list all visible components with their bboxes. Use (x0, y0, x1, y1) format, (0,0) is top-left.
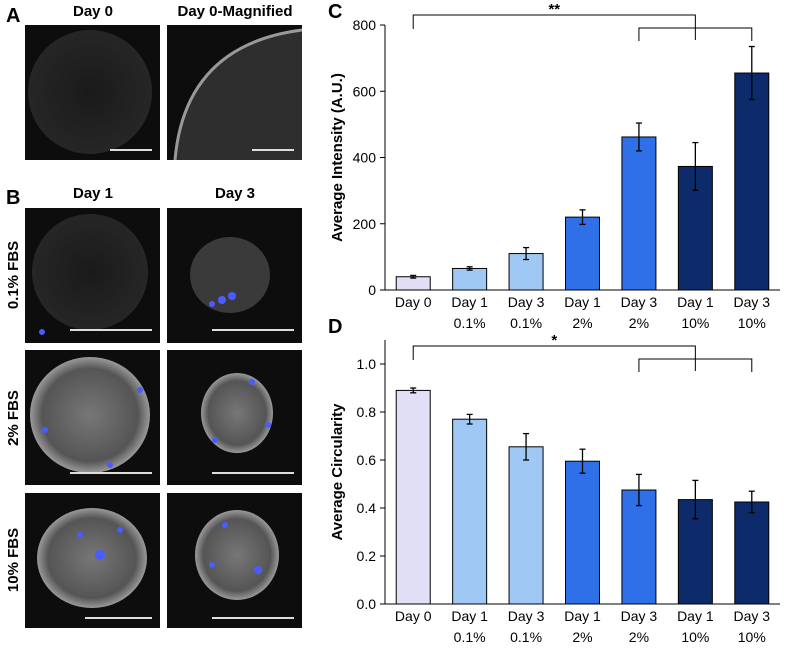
significance-bracket (638, 27, 753, 41)
significance-label: ** (548, 1, 560, 18)
bar (508, 446, 544, 605)
x-tick-label: 0.1% (454, 629, 486, 645)
y-axis-label: Average Circularity (329, 403, 346, 541)
x-tick-label: Day 0 (395, 608, 432, 624)
x-tick-label: Day 1 (677, 608, 714, 624)
bar (565, 216, 600, 291)
y-tick-label: 600 (353, 83, 377, 99)
micrograph (167, 208, 302, 343)
error-bar (692, 141, 699, 191)
x-tick-label: 2% (572, 315, 592, 331)
micrograph (167, 25, 303, 161)
x-tick-label: 10% (738, 315, 766, 331)
error-bar (410, 274, 417, 279)
x-tick-label: Day 3 (621, 608, 658, 624)
y-tick-label: 0.8 (357, 404, 377, 420)
error-bar (466, 413, 473, 425)
x-tick-label: 10% (681, 315, 709, 331)
bar (395, 389, 431, 605)
x-tick-label: 2% (572, 629, 592, 645)
y-tick-label: 0.4 (357, 500, 377, 516)
micrograph (167, 493, 302, 628)
row-title: 0.1% FBS (5, 241, 22, 309)
row-title: 10% FBS (5, 528, 22, 592)
x-tick-label: Day 3 (508, 294, 545, 310)
bar (621, 136, 657, 291)
error-bar (523, 432, 530, 461)
x-tick-label: 10% (738, 629, 766, 645)
y-tick-label: 200 (353, 216, 377, 232)
x-tick-label: 2% (629, 629, 649, 645)
x-tick-label: Day 1 (564, 294, 601, 310)
significance-bracket (638, 358, 753, 372)
bar (395, 276, 431, 291)
error-bar (748, 45, 755, 101)
y-tick-label: 0.6 (357, 452, 377, 468)
image-title: Day 0 (73, 3, 113, 20)
x-tick-label: 10% (681, 629, 709, 645)
image-title: Day 0-Magnified (177, 3, 292, 20)
error-bar (466, 266, 473, 271)
bar (621, 489, 657, 605)
x-tick-label: 2% (629, 315, 649, 331)
error-bar (692, 479, 699, 520)
error-bar (748, 490, 755, 514)
error-bar (523, 246, 530, 261)
y-tick-label: 0 (368, 282, 376, 298)
micrograph (25, 25, 160, 160)
y-tick-label: 800 (353, 17, 377, 33)
panel-label: B (6, 187, 20, 209)
y-tick-label: 400 (353, 150, 377, 166)
x-tick-label: Day 1 (677, 294, 714, 310)
x-tick-label: Day 1 (451, 608, 488, 624)
bar (734, 501, 770, 605)
y-axis-label: Average Intensity (A.U.) (329, 73, 346, 242)
x-tick-label: 0.1% (510, 315, 542, 331)
x-tick-label: Day 0 (395, 294, 432, 310)
bar (452, 267, 488, 291)
error-bar (410, 387, 417, 394)
panel-label: A (6, 5, 20, 27)
micrograph (25, 208, 160, 343)
micrograph (25, 350, 160, 485)
x-tick-label: Day 3 (508, 608, 545, 624)
bar (452, 418, 488, 605)
micrograph (25, 493, 160, 628)
bar (565, 460, 600, 605)
x-tick-label: 0.1% (510, 629, 542, 645)
error-bar (635, 473, 642, 507)
error-bar (579, 209, 586, 226)
significance-label: * (551, 332, 557, 349)
micrograph (167, 350, 302, 485)
x-tick-label: Day 3 (733, 608, 770, 624)
x-tick-label: 0.1% (454, 315, 486, 331)
y-tick-label: 0.0 (357, 596, 377, 612)
y-tick-label: 0.2 (357, 548, 377, 564)
x-tick-label: Day 3 (733, 294, 770, 310)
bar (734, 72, 770, 291)
panel-label: D (328, 316, 342, 338)
column-title: Day 1 (73, 185, 113, 202)
x-tick-label: Day 1 (564, 608, 601, 624)
error-bar (635, 122, 642, 152)
x-tick-label: Day 1 (451, 294, 488, 310)
x-tick-label: Day 3 (621, 294, 658, 310)
column-title: Day 3 (215, 185, 255, 202)
y-tick-label: 1.0 (357, 356, 377, 372)
error-bar (579, 448, 586, 474)
panel-label: C (328, 1, 342, 23)
row-title: 2% FBS (5, 390, 22, 446)
